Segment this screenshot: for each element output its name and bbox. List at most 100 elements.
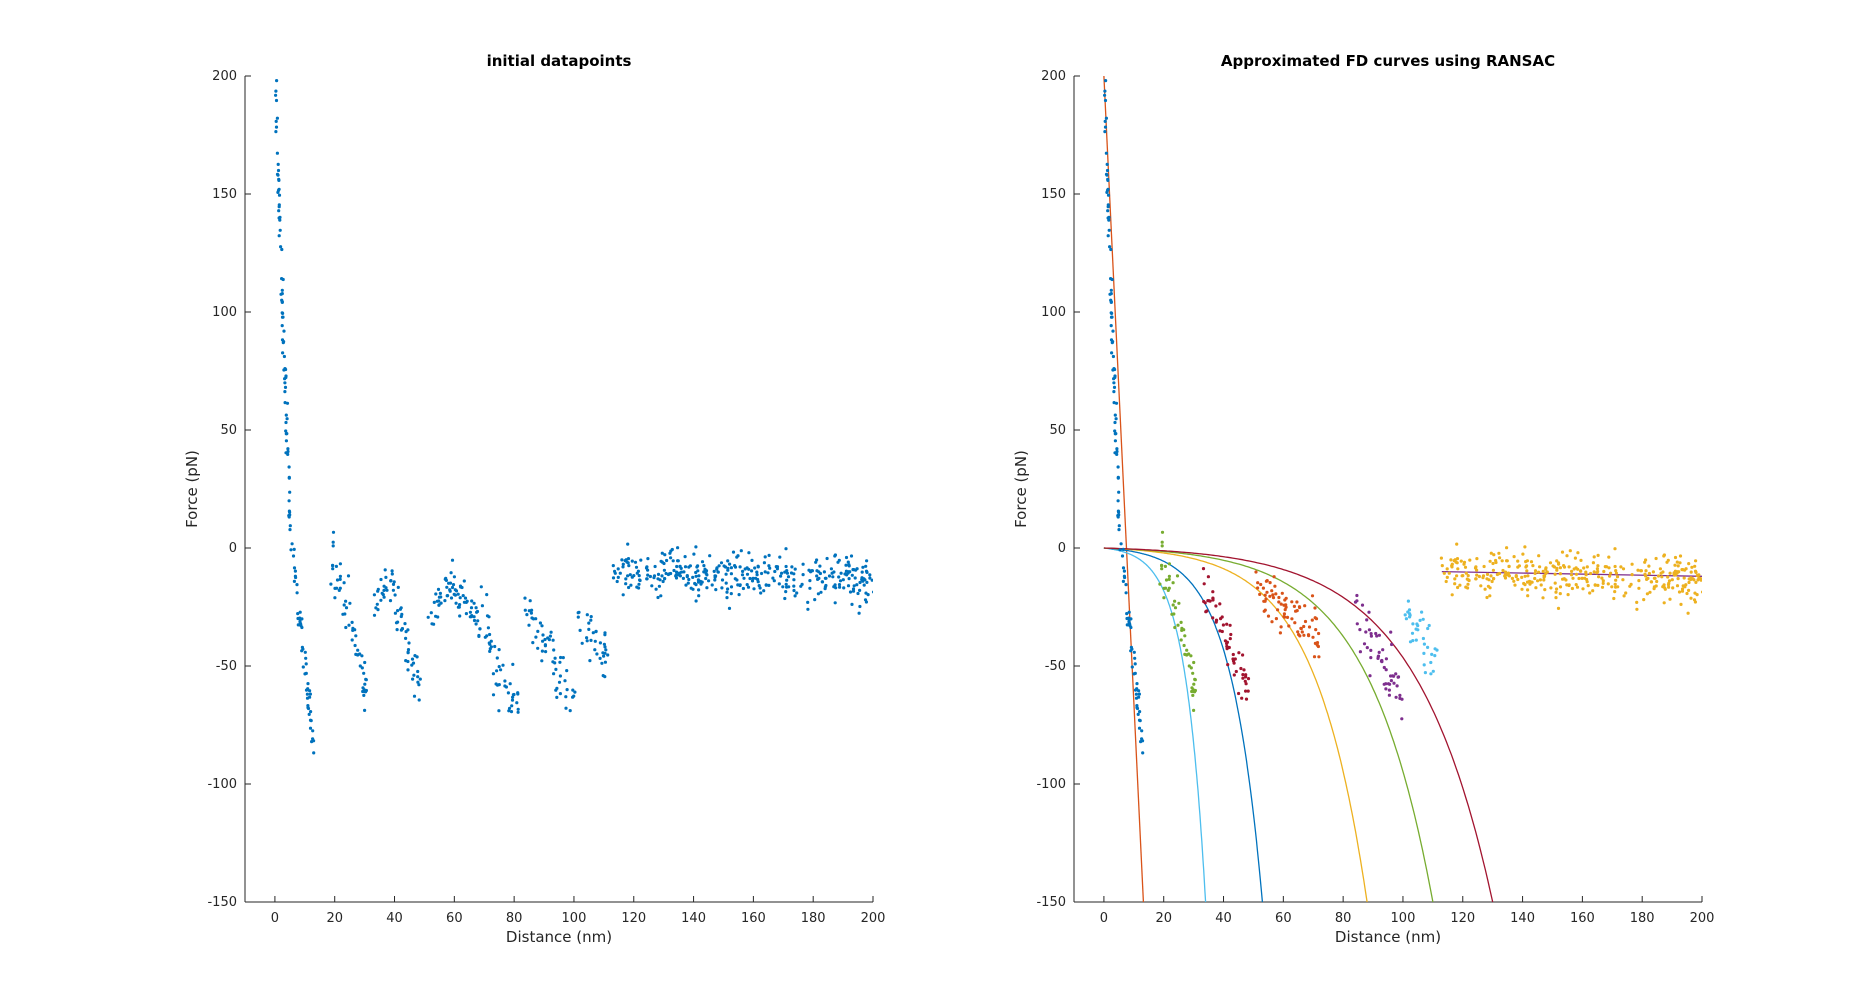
data-point xyxy=(589,615,593,619)
data-point xyxy=(1601,581,1605,586)
data-point xyxy=(1211,590,1215,594)
data-point xyxy=(838,579,843,583)
data-point xyxy=(784,582,788,586)
data-point xyxy=(1360,603,1365,607)
data-point xyxy=(1501,568,1505,573)
data-point xyxy=(342,581,346,585)
data-point xyxy=(844,563,848,567)
data-point xyxy=(1113,375,1117,380)
data-point xyxy=(646,557,650,561)
data-point xyxy=(558,692,563,696)
data-point xyxy=(787,585,791,589)
data-point xyxy=(450,585,455,590)
data-point xyxy=(1526,588,1530,592)
data-point xyxy=(767,553,771,558)
data-point xyxy=(333,596,337,600)
data-point xyxy=(558,674,563,678)
data-point xyxy=(547,638,552,642)
data-point xyxy=(1614,578,1618,582)
data-point xyxy=(1314,628,1318,632)
data-point xyxy=(1358,650,1362,654)
data-point xyxy=(1202,582,1206,586)
data-point xyxy=(1109,338,1114,342)
data-point xyxy=(1187,664,1191,668)
data-point xyxy=(1302,624,1306,629)
data-point xyxy=(1553,581,1557,585)
data-point xyxy=(1545,570,1549,574)
data-point xyxy=(725,596,729,600)
data-point xyxy=(763,570,767,574)
data-point xyxy=(603,651,607,655)
data-point xyxy=(755,573,759,577)
data-point xyxy=(759,591,763,595)
data-point xyxy=(393,611,397,615)
data-point xyxy=(448,589,452,593)
data-point xyxy=(720,578,725,582)
data-point xyxy=(463,596,468,600)
data-point xyxy=(280,247,284,252)
data-point xyxy=(799,584,803,588)
data-point xyxy=(406,659,410,664)
data-point xyxy=(630,559,634,563)
data-point xyxy=(559,655,563,660)
data-point xyxy=(480,604,484,608)
data-point xyxy=(488,649,492,654)
data-point xyxy=(1612,596,1616,601)
data-point xyxy=(1160,563,1164,568)
data-point xyxy=(784,590,788,594)
data-point xyxy=(1630,562,1634,566)
data-point xyxy=(1104,172,1109,176)
data-point xyxy=(280,338,285,342)
data-point xyxy=(391,582,396,587)
data-point xyxy=(329,582,333,586)
data-point xyxy=(1396,675,1400,679)
data-point xyxy=(1642,598,1646,602)
x-tick-label: 60 xyxy=(446,911,463,926)
data-point xyxy=(613,569,617,574)
data-point xyxy=(277,205,281,209)
data-point xyxy=(756,564,760,568)
data-point xyxy=(1694,580,1698,585)
data-point xyxy=(697,574,701,578)
data-point xyxy=(491,672,495,676)
data-point xyxy=(1263,608,1267,612)
data-point xyxy=(282,329,286,333)
data-point xyxy=(561,656,565,660)
data-point xyxy=(1596,564,1600,568)
data-point xyxy=(1104,116,1108,120)
x-tick-label: 20 xyxy=(326,911,343,926)
data-point xyxy=(411,677,415,681)
data-point xyxy=(541,639,545,643)
data-point xyxy=(275,116,279,120)
data-point xyxy=(1475,557,1479,561)
data-point xyxy=(858,580,862,585)
data-point xyxy=(1450,562,1454,566)
data-point xyxy=(752,587,756,591)
x-tick-label: 120 xyxy=(621,911,646,926)
data-point xyxy=(1262,599,1266,603)
data-point xyxy=(293,569,297,573)
data-point xyxy=(728,562,732,566)
data-point xyxy=(1121,566,1126,570)
data-point xyxy=(751,576,755,581)
data-point xyxy=(344,606,349,610)
data-point xyxy=(1389,630,1393,634)
x-tick-label: 180 xyxy=(1630,911,1655,926)
y-tick-label: 100 xyxy=(1041,305,1066,320)
data-point xyxy=(758,586,762,590)
data-point xyxy=(1489,551,1493,555)
data-point xyxy=(1682,576,1686,580)
data-point xyxy=(1106,205,1110,209)
x-tick-label: 40 xyxy=(1215,911,1232,926)
data-point xyxy=(304,688,309,692)
data-point xyxy=(1537,554,1541,558)
chart-title: initial datapoints xyxy=(487,52,632,70)
data-point xyxy=(453,593,457,597)
data-point xyxy=(739,549,743,553)
data-point xyxy=(416,669,420,674)
data-point xyxy=(1529,560,1534,564)
data-point xyxy=(585,636,589,640)
data-point xyxy=(504,685,508,689)
data-point xyxy=(1179,638,1183,642)
data-point xyxy=(861,565,865,569)
